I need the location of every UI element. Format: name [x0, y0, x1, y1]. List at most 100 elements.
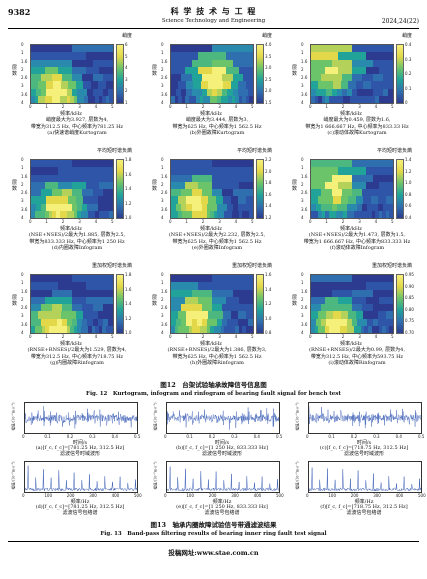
heatmap-cell — [228, 325, 233, 333]
heatmap-cell — [58, 52, 87, 60]
heatmap-cell — [31, 296, 46, 305]
heatmap-cell — [181, 304, 192, 312]
heatmap-cell — [171, 52, 199, 60]
heatmap-cell — [223, 196, 232, 204]
y-tick-label: 3 — [21, 313, 24, 319]
heatmap-cell — [328, 210, 333, 218]
heatmap-cell — [378, 196, 387, 204]
heatmap-cell — [238, 95, 243, 103]
heatmap-cell — [59, 210, 64, 218]
heatmap-cell — [378, 311, 387, 319]
heatmap-cell — [318, 325, 323, 333]
heatmap-cell — [225, 167, 253, 175]
heatmap-cell — [58, 296, 73, 305]
heatmap-cell — [227, 318, 233, 327]
x-tick-label: 1 — [325, 104, 328, 109]
panel-caption: 峭度最大为3.927, 层数为4, — [45, 117, 109, 123]
heatmap-cell — [191, 88, 198, 97]
heatmap-cell — [325, 325, 330, 333]
heatmap-cell — [84, 210, 89, 218]
heatmap-cell — [314, 210, 319, 218]
heatmap-cell — [311, 196, 319, 204]
heatmap-cell — [371, 210, 376, 218]
heatmap-cell — [242, 304, 253, 312]
heatmap-cell — [102, 304, 113, 312]
heatmap-cell — [247, 88, 253, 97]
panel-caption: (NSE+NSES)/2最大为2.232, 层数为2.5, — [168, 232, 266, 238]
heatmap-cell — [311, 88, 317, 97]
heatmap-cell — [203, 325, 208, 333]
heatmap-cell — [31, 45, 73, 53]
heatmap-cell — [82, 203, 88, 212]
colorbar-tick-label: 1.5 — [265, 100, 272, 105]
heatmap-cell — [232, 289, 253, 298]
x-tick-label: 0 — [164, 493, 167, 498]
heatmap-cell — [340, 196, 349, 204]
signal-trace — [167, 407, 279, 430]
time-waveform-plot — [308, 402, 422, 434]
journal-title-en: Science Technology and Engineering — [161, 18, 266, 24]
panel-caption: (e)[f_c, f_c]=[1 250 Hz, 833.333 Hz] — [176, 504, 268, 510]
heatmap-cell — [346, 318, 353, 327]
heatmap-cell — [82, 74, 93, 82]
heatmap-cell — [193, 196, 202, 204]
heatmap-cell — [365, 282, 393, 290]
x-tick-label: 4 — [94, 104, 98, 109]
heatmap-cell — [357, 95, 362, 103]
heatmap-cell — [63, 325, 68, 333]
colorbar-tick-label: 1.4 — [125, 301, 132, 306]
y-tick-label: 4 — [301, 100, 304, 105]
colorbar-tick-label: 5 — [125, 53, 128, 59]
heatmap-cell — [53, 311, 62, 319]
heatmap-cell — [171, 66, 186, 75]
y-tick-label: 4 — [301, 330, 304, 335]
panel-caption: (f)[f_c, f_c]=[718.75 Hz, 312.5 Hz] — [320, 504, 408, 510]
x-tick-label: 400 — [111, 493, 120, 498]
heatmap-cell — [87, 203, 93, 212]
heatmap-cell — [206, 318, 213, 327]
x-tick-label: 400 — [253, 493, 262, 498]
heatmap-cell — [185, 196, 194, 204]
heatmap-cell — [372, 203, 379, 212]
heatmap-cell — [85, 296, 100, 305]
x-tick-label: 4 — [374, 104, 378, 109]
envelope-spectrum-plot — [308, 461, 422, 493]
heatmap-cell — [357, 88, 363, 97]
envelope-spectrum-plot — [24, 461, 138, 493]
heatmap-cell — [352, 289, 373, 298]
heatmap-cell — [109, 325, 113, 333]
heatmap-cell — [215, 311, 224, 319]
heatmap-cell — [217, 318, 223, 327]
heatmap-cell — [88, 210, 93, 218]
heatmap-cell — [201, 318, 208, 327]
header-rule — [8, 28, 419, 29]
y-tick-label: 0 — [21, 157, 24, 162]
heatmap-cell — [228, 210, 233, 218]
heatmap-cell — [38, 196, 47, 204]
heatmap-cell — [85, 181, 100, 190]
panel-caption: 滤波信号包络谱 — [346, 510, 382, 516]
panel-caption: 带宽为1 666.667 Hz, 中心频率为833.333 Hz — [303, 238, 411, 245]
heatmap-cell — [365, 66, 380, 75]
heatmap-cell — [92, 203, 99, 212]
heatmap-cell — [242, 203, 249, 212]
heatmap-cell — [171, 311, 179, 319]
heatmap-cell — [102, 189, 113, 197]
heatmap-cell — [331, 88, 338, 97]
heatmap-cell — [41, 210, 46, 218]
x-tick-label: 1 — [325, 219, 328, 224]
heatmap-cell — [339, 95, 344, 103]
colorbar-tick-label: 2.0 — [265, 168, 272, 174]
heatmap-cell — [222, 304, 233, 312]
heatmap-cell — [201, 304, 213, 312]
heatmap-cell — [225, 52, 253, 60]
heatmap-cell — [382, 318, 389, 327]
heatmap-cell — [105, 311, 113, 319]
x-tick-label: 1 — [185, 219, 188, 224]
heatmap-cell — [85, 167, 113, 175]
heatmap-cell — [45, 210, 50, 218]
heatmap-cell — [382, 325, 387, 333]
heatmap-cell — [338, 52, 367, 60]
y-tick-label: 2 — [301, 66, 304, 72]
panel-caption: 带宽为312.5 Hz, 中心频率为718.75 Hz — [30, 353, 124, 360]
